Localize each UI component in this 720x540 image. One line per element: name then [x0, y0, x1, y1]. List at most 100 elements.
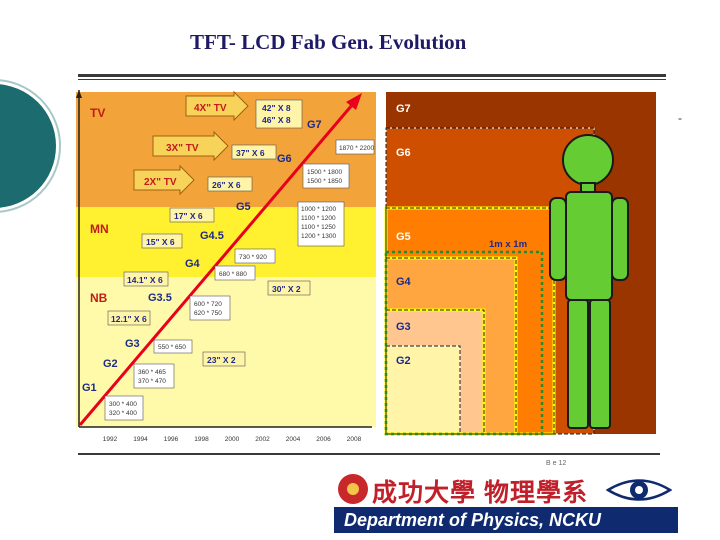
- bottom-divider: [78, 453, 660, 455]
- tv-arrow-label: 4X" TV: [194, 103, 227, 114]
- figure-left-arm: [549, 197, 567, 281]
- panel-size-box: 30" X 2: [267, 280, 311, 296]
- year-tick-label: 2000: [225, 436, 240, 443]
- decorative-teal-ring: [0, 79, 61, 213]
- gen-rect-label-g7: G7: [396, 103, 411, 115]
- year-tick-label: 2002: [255, 436, 270, 443]
- panel-size-box: 26" X 6: [207, 176, 253, 192]
- gen-label-g5: G5: [236, 201, 251, 213]
- figure-right-arm: [611, 197, 629, 281]
- tv-arrow-3x: 3X" TV: [152, 130, 229, 162]
- y-axis-arrowhead: [76, 90, 82, 98]
- department-logo-banner: 成功大學 物理學系 Department of Physics, NCKU: [326, 465, 682, 539]
- one-meter-box: [384, 250, 544, 436]
- tv-arrow-2x: 2X" TV: [133, 164, 195, 196]
- gen-rect-label-g4: G4: [396, 276, 412, 288]
- right-panel: 1m x 1m G7 G6 G5 G4 G3 G2: [384, 92, 656, 436]
- panel-size-box: 17" X 6: [169, 207, 215, 223]
- year-tick-label: 2004: [286, 436, 301, 443]
- figure-torso: [565, 191, 613, 301]
- gen-label-g4-5: G4.5: [200, 230, 224, 242]
- svg-text:730 * 920: 730 * 920: [239, 254, 267, 261]
- title-divider: [78, 74, 666, 77]
- gen-rect-label-g6: G6: [396, 147, 411, 159]
- svg-text:17" X 6: 17" X 6: [174, 211, 203, 221]
- panel-size-box: 42" X 8 46" X 8: [255, 99, 303, 129]
- figure-head: [562, 134, 614, 186]
- panel-size-box: 37" X 6: [231, 144, 277, 160]
- year-axis-strip: [76, 427, 376, 447]
- substrate-box: 300 * 400 320 * 400: [104, 395, 144, 421]
- title-divider-thin: [78, 79, 666, 80]
- trend-line: [78, 97, 360, 426]
- scale-label: 1m x 1m: [489, 239, 527, 250]
- gen-label-g3-5: G3.5: [148, 292, 172, 304]
- svg-text:14.1" X 6: 14.1" X 6: [127, 275, 163, 285]
- svg-text:30" X 2: 30" X 2: [272, 284, 301, 294]
- year-tick-label: 1994: [133, 436, 148, 443]
- band-label-mn: MN: [90, 222, 109, 236]
- svg-text:23" X 2: 23" X 2: [207, 355, 236, 365]
- svg-text:12.1" X 6: 12.1" X 6: [111, 314, 147, 324]
- gen-rect-label-g5: G5: [396, 231, 411, 243]
- gen-rect-label-g2: G2: [396, 355, 411, 367]
- left-panel: TV MN NB 4X" TV 3X" TV 2X" TV G1 G2 G3 G…: [76, 90, 376, 447]
- department-name: Department of Physics, NCKU: [344, 510, 602, 530]
- decorative-teal-circle: [0, 84, 56, 208]
- tv-arrow-4x: 4X" TV: [185, 90, 249, 122]
- year-axis-labels: 1992 1994 1996 1998 2000 2002 2004 2006 2008: [103, 436, 362, 443]
- substrate-box: 360 * 465 370 * 470: [133, 363, 175, 389]
- gen-label-g7: G7: [307, 119, 322, 131]
- slide-title: TFT- LCD Fab Gen. Evolution: [190, 30, 467, 54]
- eye-logo-icon: [606, 479, 672, 501]
- year-tick-label: 1992: [103, 436, 118, 443]
- faint-note: B e 12: [546, 460, 567, 467]
- corner-mark: -: [678, 111, 682, 125]
- panel-size-box: 12.1" X 6: [107, 310, 151, 326]
- gen-label-g6: G6: [277, 153, 292, 165]
- gen-label-g2: G2: [103, 358, 118, 370]
- svg-text:42" X 846" X 8: 42" X 8 46" X 8: [262, 103, 291, 125]
- fab-generation-diagram: TV MN NB 4X" TV 3X" TV 2X" TV G1 G2 G3 G…: [76, 90, 656, 447]
- figure-right-leg: [589, 299, 611, 429]
- gen-rect-label-g3: G3: [396, 321, 411, 333]
- substrate-box: 1870 * 2200: [335, 139, 374, 155]
- figure-left-leg: [567, 299, 589, 429]
- year-tick-label: 2006: [316, 436, 331, 443]
- human-scale-figure: [549, 134, 629, 429]
- gen-label-g3: G3: [125, 338, 140, 350]
- tv-arrow-label: 3X" TV: [166, 143, 199, 154]
- svg-text:37" X 6: 37" X 6: [236, 148, 265, 158]
- tv-arrow-label: 2X" TV: [144, 177, 177, 188]
- substrate-box: 600 * 720 620 * 750: [189, 295, 231, 321]
- substrate-box: 1000 * 1200 1100 * 1200 1100 * 1250 1200 * …: [297, 201, 345, 247]
- gen-label-g1: G1: [82, 382, 97, 394]
- substrate-box: 730 * 920: [234, 248, 276, 264]
- svg-text:15" X 6: 15" X 6: [146, 237, 175, 247]
- year-tick-label: 1998: [194, 436, 209, 443]
- svg-text:680 * 880: 680 * 880: [219, 271, 247, 278]
- svg-text:1870 * 2200: 1870 * 2200: [339, 145, 374, 152]
- band-label-nb: NB: [90, 291, 108, 305]
- substrate-box: 680 * 880: [214, 265, 256, 281]
- substrate-box: 1500 * 1800 1500 * 1850: [302, 163, 350, 189]
- panel-size-box: 23" X 2: [202, 351, 246, 367]
- panel-size-box: 15" X 6: [141, 233, 183, 249]
- svg-text:26" X 6: 26" X 6: [212, 180, 241, 190]
- gen-label-g4: G4: [185, 258, 201, 270]
- logo-header-row: 成功大學 物理學系: [334, 471, 679, 507]
- band-label-tv: TV: [90, 106, 105, 120]
- chinese-department-name: 成功大學 物理學系: [372, 479, 588, 507]
- panel-size-box: 14.1" X 6: [123, 271, 169, 287]
- trend-arrowhead: [346, 93, 362, 110]
- year-tick-label: 2008: [347, 436, 362, 443]
- university-seal-icon: [338, 474, 368, 504]
- svg-text:550 * 650: 550 * 650: [158, 344, 186, 351]
- gen-rect-g2: [385, 345, 461, 435]
